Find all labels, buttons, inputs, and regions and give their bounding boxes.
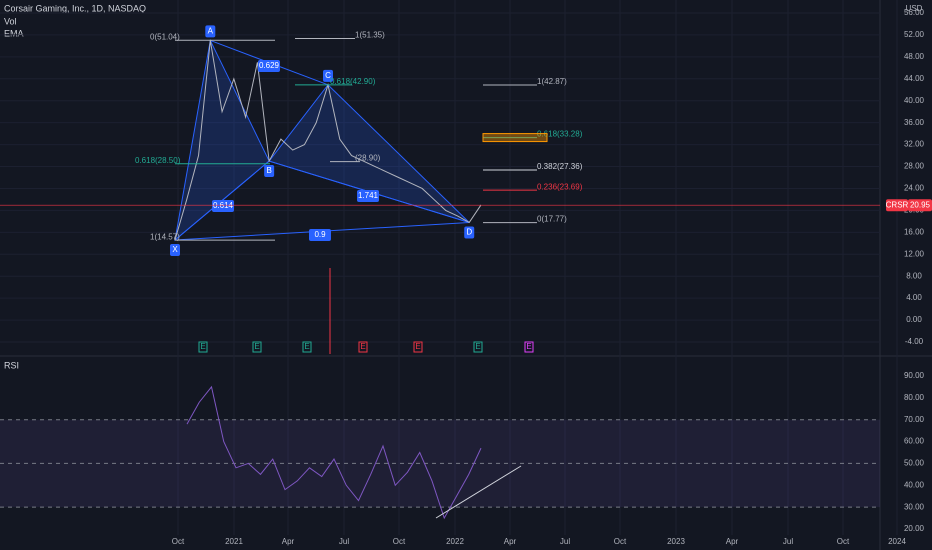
earnings-label: E [200,342,205,351]
symbol-badge [886,199,908,212]
ratio-badge [212,200,234,212]
pattern-point: A [208,27,214,36]
y-tick-label: 56.00 [904,8,925,17]
y-tick-label: 40.00 [904,96,925,105]
currency: USD [906,4,923,13]
y-tick-label: 20.00 [904,524,925,533]
pattern-point: B [266,166,271,175]
earnings-label: E [254,342,259,351]
pattern-badge [264,165,275,178]
y-tick-label: 36.00 [904,118,925,127]
pattern-ratio: 0.614 [213,201,234,210]
fib-label: 0.618(42.90) [330,77,376,86]
earnings-marker [302,341,312,353]
x-tick-label: Jul [339,537,349,546]
series-line [186,385,482,520]
y-tick-label: 32.00 [904,140,925,149]
x-tick-label: Oct [393,537,406,546]
x-tick-label: 2022 [446,537,464,546]
last-price: 20.95 [910,200,931,209]
title: Corsair Gaming, Inc., 1D, NASDAQ [4,3,146,13]
earnings-marker [198,341,208,353]
pattern-badge [464,226,475,239]
pattern-badge [170,244,180,257]
x-tick-label: Jul [783,537,793,546]
fib-label: 0.236(23.69) [537,182,583,191]
ratio-badge [309,229,331,241]
fib-label: 0.382(27.36) [537,162,583,171]
x-tick-label: 2024 [888,537,906,546]
y-tick-label: 90.00 [904,371,925,380]
y-tick-label: 4.00 [906,293,922,302]
pattern-badge [205,25,216,38]
pattern-point: D [466,228,472,237]
earnings-marker [473,341,483,353]
y-tick-label: 48.00 [904,52,925,61]
earnings-marker [358,341,368,353]
fib-label: 0(17.77) [537,215,567,224]
target-zone [482,133,548,143]
earnings-label: E [526,342,531,351]
earnings-marker [524,341,534,353]
y-tick-label: 0.00 [906,315,922,324]
pattern-badge [323,69,333,82]
y-tick-label: 28.00 [904,162,925,171]
x-tick-label: Oct [837,537,850,546]
fib-label: 0.618(28.50) [135,156,181,165]
y-tick-label: 40.00 [904,480,925,489]
y-tick-label: 60.00 [904,437,925,446]
y-tick-label: 30.00 [904,502,925,511]
fib-label: (28.90) [355,154,381,163]
ratio-badge [357,190,379,202]
earnings-marker [252,341,262,353]
fib-label: 1(14.57) [150,232,180,241]
pattern-ratio: 1.741 [358,191,379,200]
rsi-label: RSI [4,360,19,370]
fib-label: 1(51.35) [355,31,385,40]
x-tick-label: Apr [726,537,739,546]
x-tick-label: 2023 [667,537,685,546]
earnings-label: E [415,342,420,351]
x-tick-label: 2021 [225,537,243,546]
fib-label: 1(42.87) [537,77,567,86]
trend-line [435,465,522,519]
earnings-label: E [475,342,480,351]
pattern-point: X [172,245,178,254]
earnings-marker [413,341,423,353]
x-tick-label: Apr [504,537,517,546]
symbol: CRSR [886,200,909,209]
y-tick-label: 50.00 [904,459,925,468]
y-tick-label: 52.00 [904,30,925,39]
price-badge [908,199,932,212]
pattern-ratio: 0.629 [259,61,280,70]
pattern-point: C [325,71,331,80]
y-tick-label: -4.00 [905,337,924,346]
pattern-ratio: 0.9 [314,230,326,239]
earnings-label: E [360,342,365,351]
fib-label: 0.618(33.28) [537,130,583,139]
fib-label: 0(51.04) [150,32,180,41]
x-tick-label: Oct [614,537,627,546]
earnings-label: E [304,342,309,351]
y-tick-label: 24.00 [904,184,925,193]
x-tick-label: Oct [172,537,185,546]
y-tick-label: 70.00 [904,415,925,424]
y-tick-label: 12.00 [904,249,925,258]
y-tick-label: 8.00 [906,271,922,280]
x-tick-label: Apr [282,537,295,546]
x-tick-label: Jul [560,537,570,546]
y-tick-label: 16.00 [904,227,925,236]
ratio-badge [258,60,280,72]
y-tick-label: 80.00 [904,393,925,402]
ema-label: EMA [4,28,24,38]
vol-label: Vol [4,16,17,26]
y-tick-label: 44.00 [904,74,925,83]
